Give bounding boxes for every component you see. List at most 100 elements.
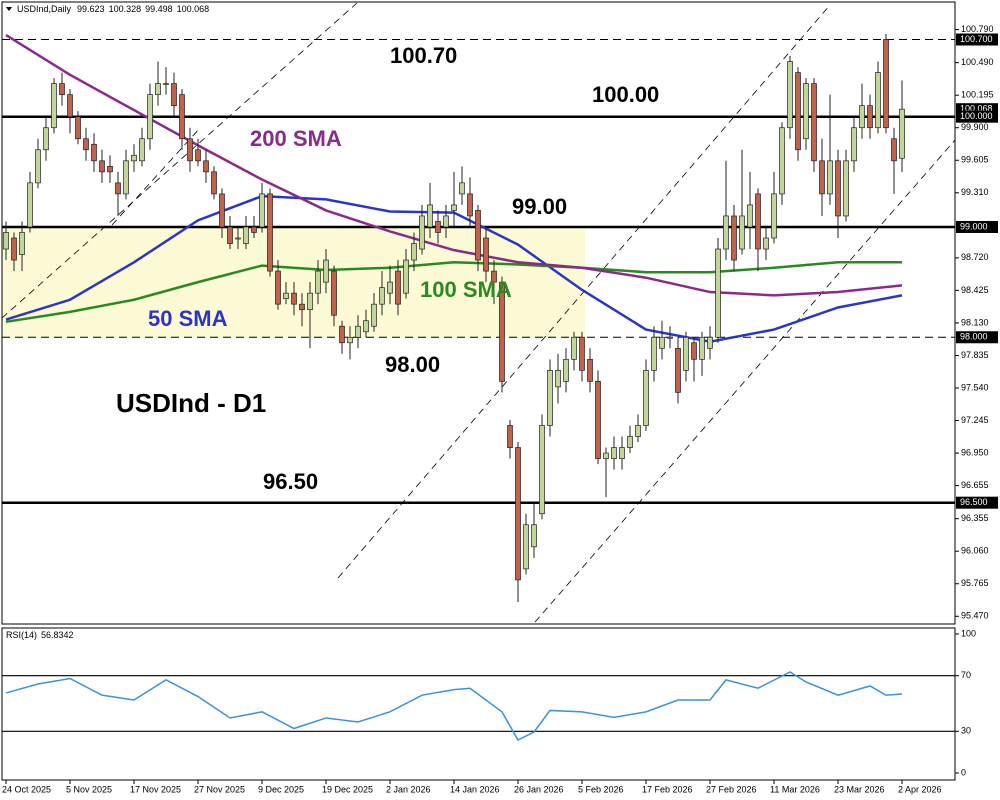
y-tick-label: 96.655 bbox=[961, 480, 989, 490]
y-tick-label: 96.355 bbox=[961, 513, 989, 523]
y-tick-label: 99.605 bbox=[961, 155, 989, 165]
candle-body bbox=[843, 160, 849, 217]
candle-body bbox=[59, 83, 65, 95]
candle-body bbox=[51, 83, 57, 129]
main-frame bbox=[1, 1, 956, 625]
candle-body bbox=[467, 193, 473, 217]
candle-body bbox=[347, 336, 353, 344]
candle-body bbox=[195, 149, 201, 162]
y-tick-label: 95.470 bbox=[961, 611, 989, 621]
candle-body bbox=[563, 358, 569, 382]
candle-body bbox=[587, 358, 593, 382]
sma-label: 50 SMA bbox=[148, 306, 228, 331]
y-tick-label: 0 bbox=[961, 767, 966, 777]
candle-body bbox=[331, 270, 337, 316]
level-annotation: 96.50 bbox=[263, 469, 318, 494]
candle-body bbox=[819, 160, 825, 195]
candle-body bbox=[211, 171, 217, 195]
candle-body bbox=[259, 193, 265, 228]
level-annotation: 100.70 bbox=[390, 43, 457, 68]
candle-body bbox=[515, 447, 521, 581]
symbol: USDInd,Daily bbox=[17, 4, 72, 14]
y-tick-label: 97.540 bbox=[961, 382, 989, 392]
rsi-frame bbox=[1, 627, 956, 781]
candle-body bbox=[763, 237, 769, 250]
header-high: 100.328 bbox=[109, 4, 142, 14]
candle-body bbox=[483, 237, 489, 272]
y-tick-label: 100.490 bbox=[961, 57, 994, 67]
y-tick-label: 98.130 bbox=[961, 317, 989, 327]
candle-body bbox=[339, 325, 345, 344]
candle-body bbox=[715, 248, 721, 338]
chart-subtitle: USDInd - D1 bbox=[116, 388, 266, 418]
level-axis-label: 100.700 bbox=[960, 34, 993, 44]
candle-body bbox=[307, 292, 313, 311]
candle-body bbox=[35, 149, 41, 184]
candle-body bbox=[859, 105, 865, 129]
y-tick-label: 97.835 bbox=[961, 350, 989, 360]
candle-body bbox=[227, 226, 233, 244]
y-tick-label: 99.900 bbox=[961, 122, 989, 132]
y-tick-label: 97.245 bbox=[961, 415, 989, 425]
rsi-title: RSI(14) bbox=[6, 630, 37, 640]
header-close: 100.068 bbox=[177, 4, 210, 14]
candle-body bbox=[91, 143, 97, 162]
candle-body bbox=[667, 336, 673, 339]
header-open: 99.623 bbox=[77, 4, 105, 14]
level-label-box bbox=[956, 331, 998, 344]
candle-body bbox=[275, 270, 281, 305]
candle-body bbox=[379, 287, 385, 305]
candle-body bbox=[19, 232, 25, 255]
channel-line bbox=[534, 139, 956, 623]
candle-body bbox=[675, 347, 681, 393]
x-tick-label: 17 Feb 2026 bbox=[642, 784, 693, 794]
candle-body bbox=[619, 447, 625, 459]
rsi-line bbox=[5, 671, 903, 742]
candle-body bbox=[419, 215, 425, 250]
y-tick-label: 98.425 bbox=[961, 285, 989, 295]
candle-body bbox=[267, 193, 273, 272]
candle-body bbox=[507, 425, 513, 448]
candle-body bbox=[499, 281, 505, 382]
candle-body bbox=[115, 182, 121, 195]
y-tick-label: 30 bbox=[961, 726, 971, 736]
candle-body bbox=[699, 336, 705, 360]
candle-body bbox=[603, 452, 609, 459]
candle-body bbox=[491, 270, 497, 283]
candle-body bbox=[283, 292, 289, 300]
candle-body bbox=[747, 204, 753, 228]
x-tick-label: 26 Jan 2026 bbox=[514, 784, 564, 794]
menu-arrow bbox=[6, 7, 12, 11]
candle-body bbox=[755, 193, 761, 250]
candle-body bbox=[731, 215, 737, 261]
level-label-box bbox=[956, 110, 998, 123]
level-axis-label: 99.000 bbox=[960, 221, 988, 231]
candle-body bbox=[363, 320, 369, 333]
candle-body bbox=[531, 524, 537, 548]
candle-body bbox=[443, 215, 449, 228]
chart-header: USDInd,Daily 99.623 100.328 99.498 100.068 bbox=[17, 4, 209, 14]
level-label-box bbox=[956, 496, 998, 509]
level-axis-label: 98.000 bbox=[960, 332, 988, 342]
candle-body bbox=[571, 336, 577, 360]
channel-line bbox=[111, 127, 201, 226]
candle-body bbox=[691, 342, 697, 360]
candle-body bbox=[771, 193, 777, 239]
candle-body bbox=[315, 270, 321, 294]
x-tick-label: 5 Feb 2026 bbox=[578, 784, 624, 794]
candle-body bbox=[779, 127, 785, 195]
sma-line bbox=[5, 261, 902, 324]
candle-body bbox=[643, 369, 649, 426]
candle-body bbox=[787, 61, 793, 129]
candle-body bbox=[163, 83, 169, 85]
candle-body bbox=[635, 425, 641, 437]
y-tick-label: 100 bbox=[961, 628, 976, 638]
candle-body bbox=[851, 127, 857, 162]
candle-body bbox=[27, 182, 33, 228]
candle-body bbox=[75, 116, 81, 140]
candle-body bbox=[651, 336, 657, 371]
x-tick-label: 17 Nov 2025 bbox=[130, 784, 181, 794]
